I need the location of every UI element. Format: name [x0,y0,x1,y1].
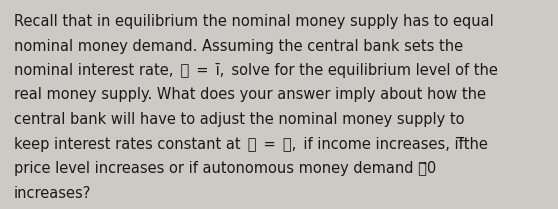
Text: nominal money demand. Assuming the central bank sets the: nominal money demand. Assuming the centr… [14,38,463,54]
Text: Recall that in equilibrium the nominal money supply has to equal: Recall that in equilibrium the nominal m… [14,14,494,29]
Text: central bank will have to adjust the nominal money supply to: central bank will have to adjust the nom… [14,112,464,127]
Text: real money supply. What does your answer imply about how the: real money supply. What does your answer… [14,88,486,102]
Text: keep interest rates constant at  𝑖  =  𝑖,  if income increases, if̅the: keep interest rates constant at 𝑖 = 𝑖, i… [14,136,488,152]
Text: nominal interest rate,  𝑖  =  ī,  solve for the equilibrium level of the: nominal interest rate, 𝑖 = ī, solve for … [14,63,498,78]
Text: increases?: increases? [14,186,92,200]
Text: price level increases or if autonomous money demand 𝑑⃗0: price level increases or if autonomous m… [14,161,436,176]
